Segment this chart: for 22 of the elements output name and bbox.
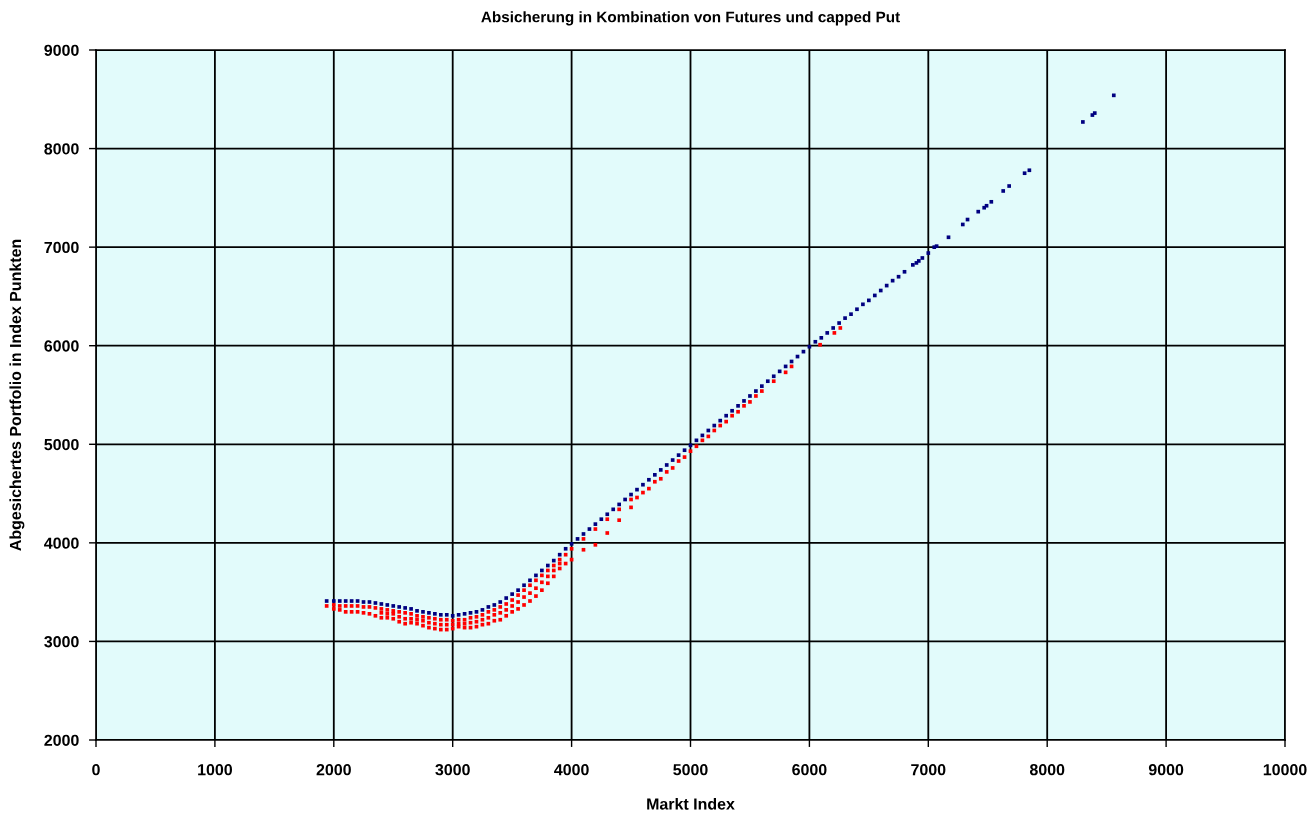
y-tick-label: 4000 xyxy=(44,537,79,549)
x-tick-label: 5000 xyxy=(673,764,708,776)
x-tick-label: 8000 xyxy=(1029,764,1065,776)
x-tick-label: 4000 xyxy=(554,764,589,776)
x-tick-label: 3000 xyxy=(435,764,470,776)
x-tick-label: 10000 xyxy=(1263,764,1307,776)
x-tick-label: 6000 xyxy=(792,764,827,776)
x-tick-label: 1000 xyxy=(198,764,233,776)
x-tick-label: 0 xyxy=(92,764,100,776)
y-tick-label: 9000 xyxy=(44,44,79,56)
y-tick-label: 8000 xyxy=(44,143,79,155)
x-axis-title: Markt Index xyxy=(647,797,735,810)
x-tick-label: 9000 xyxy=(1148,764,1184,776)
y-tick-label: 3000 xyxy=(44,636,79,648)
y-tick-label: 7000 xyxy=(44,241,79,254)
x-tick-label: 2000 xyxy=(316,764,351,776)
y-tick-label: 6000 xyxy=(44,340,79,352)
y-tick-label: 2000 xyxy=(44,734,79,746)
chart-title: Absicherung in Kombination von Futures und capped Put xyxy=(481,11,900,26)
x-tick-label: 7000 xyxy=(911,764,946,776)
y-tick-label: 5000 xyxy=(44,438,79,451)
y-axis-title: Abgesichertes Portfolio in Index Punkten xyxy=(9,239,25,551)
